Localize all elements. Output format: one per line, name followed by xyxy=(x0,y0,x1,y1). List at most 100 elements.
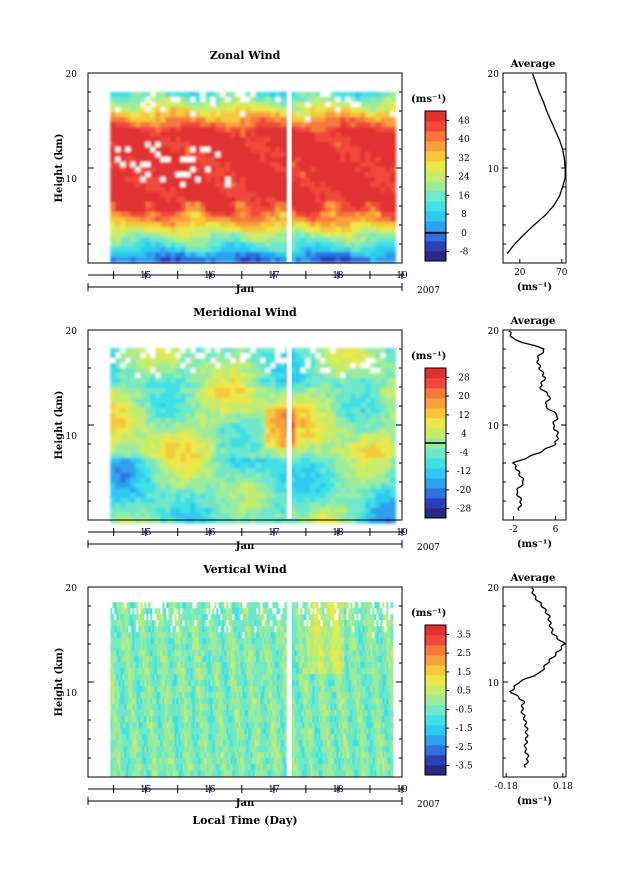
meridional-wind-cell xyxy=(185,393,191,399)
meridional-wind-cell xyxy=(135,408,141,414)
vertical-wind-cell xyxy=(110,614,113,621)
zonal-wind-cell xyxy=(310,222,316,228)
zonal-wind-cell xyxy=(315,102,321,108)
zonal-wind-cell xyxy=(140,252,146,258)
vertical-wind-cell xyxy=(130,716,133,723)
zonal-wind-cell xyxy=(240,217,246,223)
meridional-wind-cell xyxy=(290,408,296,414)
zonal-wind-cell xyxy=(265,252,271,258)
zonal-wind-cell xyxy=(220,222,226,228)
zonal-wind-cell xyxy=(175,202,181,208)
zonal-wind-cell xyxy=(320,247,326,253)
meridional-wind-cell xyxy=(125,448,131,454)
zonal-wind-cell xyxy=(270,92,276,98)
zonal-wind-cell xyxy=(110,97,116,103)
meridional-wind-cell xyxy=(350,383,356,389)
zonal-wind-cell xyxy=(190,242,196,248)
zonal-wind-cell xyxy=(160,207,166,213)
meridional-wind-cell xyxy=(330,448,336,454)
zonal-wind-cell xyxy=(235,157,241,163)
vertical-wind-cell xyxy=(114,656,117,663)
zonal-wind-cell xyxy=(140,102,146,108)
vertical-wind-cell xyxy=(138,680,141,687)
vertical-wind-cell xyxy=(154,716,157,723)
vertical-wind-cell xyxy=(144,740,147,747)
meridional-wind-day-label: 17 xyxy=(268,528,280,538)
meridional-wind-cell xyxy=(375,493,381,499)
vertical-wind-cell xyxy=(146,674,149,681)
meridional-wind-cell xyxy=(130,448,136,454)
vertical-wind-cell xyxy=(140,632,143,639)
vertical-wind-cell xyxy=(136,770,139,777)
meridional-wind-cell xyxy=(345,358,351,364)
zonal-wind-cell xyxy=(270,152,276,158)
zonal-wind-cell xyxy=(135,192,141,198)
meridional-wind-cell xyxy=(115,438,121,444)
zonal-wind-cell xyxy=(190,127,196,133)
meridional-wind-cell xyxy=(120,443,126,449)
meridional-wind-cell xyxy=(185,403,191,409)
vertical-wind-cell xyxy=(162,656,165,663)
meridional-wind-cell xyxy=(320,503,326,509)
vertical-wind-cell xyxy=(156,764,159,771)
meridional-wind-year-label: 2007 xyxy=(417,543,440,553)
zonal-wind-cell xyxy=(210,227,216,233)
zonal-wind-cell xyxy=(220,232,226,238)
zonal-wind-cell xyxy=(230,252,236,258)
meridional-wind-cell xyxy=(275,413,281,419)
zonal-wind-cell xyxy=(185,232,191,238)
zonal-wind-cell xyxy=(220,192,226,198)
zonal-wind-cell xyxy=(145,142,151,148)
vertical-wind-cell xyxy=(130,638,133,645)
zonal-wind-cell xyxy=(375,232,381,238)
meridional-wind-cell xyxy=(290,353,296,359)
zonal-wind-cell xyxy=(200,182,206,188)
zonal-wind-cell xyxy=(300,112,306,118)
zonal-wind-cell xyxy=(165,232,171,238)
vertical-wind-cell xyxy=(126,758,129,765)
meridional-wind-cell xyxy=(235,358,241,364)
zonal-wind-cell xyxy=(365,187,371,193)
meridional-wind-cell xyxy=(255,348,261,354)
vertical-wind-cell xyxy=(144,674,147,681)
zonal-wind-cell xyxy=(350,127,356,133)
meridional-wind-cell xyxy=(270,363,276,369)
meridional-wind-cell xyxy=(250,363,256,369)
zonal-wind-cell xyxy=(345,187,351,193)
zonal-wind-cell xyxy=(370,222,376,228)
zonal-wind-cell xyxy=(315,242,321,248)
vertical-wind-cell xyxy=(160,728,163,735)
meridional-wind-cell xyxy=(355,458,361,464)
meridional-wind-cell xyxy=(335,378,341,384)
zonal-wind-cell xyxy=(245,212,251,218)
meridional-wind-cell xyxy=(330,358,336,364)
zonal-wind-cell xyxy=(145,212,151,218)
meridional-wind-cell xyxy=(150,508,156,514)
zonal-wind-cell xyxy=(175,162,181,168)
zonal-wind-cell xyxy=(140,192,146,198)
vertical-wind-cell xyxy=(162,638,165,645)
vertical-wind-cell xyxy=(152,626,155,633)
zonal-wind-cell xyxy=(355,257,361,263)
meridional-wind-cell xyxy=(340,378,346,384)
vertical-wind-cell xyxy=(130,722,133,729)
meridional-wind-cell xyxy=(355,508,361,514)
zonal-wind-cell xyxy=(195,127,201,133)
meridional-wind-cell xyxy=(375,508,381,514)
meridional-wind-cell xyxy=(180,413,186,419)
meridional-wind-cell xyxy=(135,398,141,404)
zonal-wind-colorbar-label: 40 xyxy=(458,135,470,145)
meridional-wind-cell xyxy=(185,458,191,464)
zonal-wind-cell xyxy=(260,177,266,183)
meridional-wind-cell xyxy=(305,398,311,404)
meridional-wind-cell xyxy=(160,478,166,484)
meridional-wind-cell xyxy=(120,398,126,404)
meridional-wind-cell xyxy=(305,468,311,474)
meridional-wind-cell xyxy=(195,398,201,404)
zonal-wind-cell xyxy=(130,247,136,253)
meridional-wind-cell xyxy=(370,503,376,509)
zonal-wind-cell xyxy=(200,202,206,208)
zonal-wind-cell xyxy=(235,202,241,208)
zonal-wind-cell xyxy=(210,152,216,158)
meridional-wind-cell xyxy=(385,478,391,484)
